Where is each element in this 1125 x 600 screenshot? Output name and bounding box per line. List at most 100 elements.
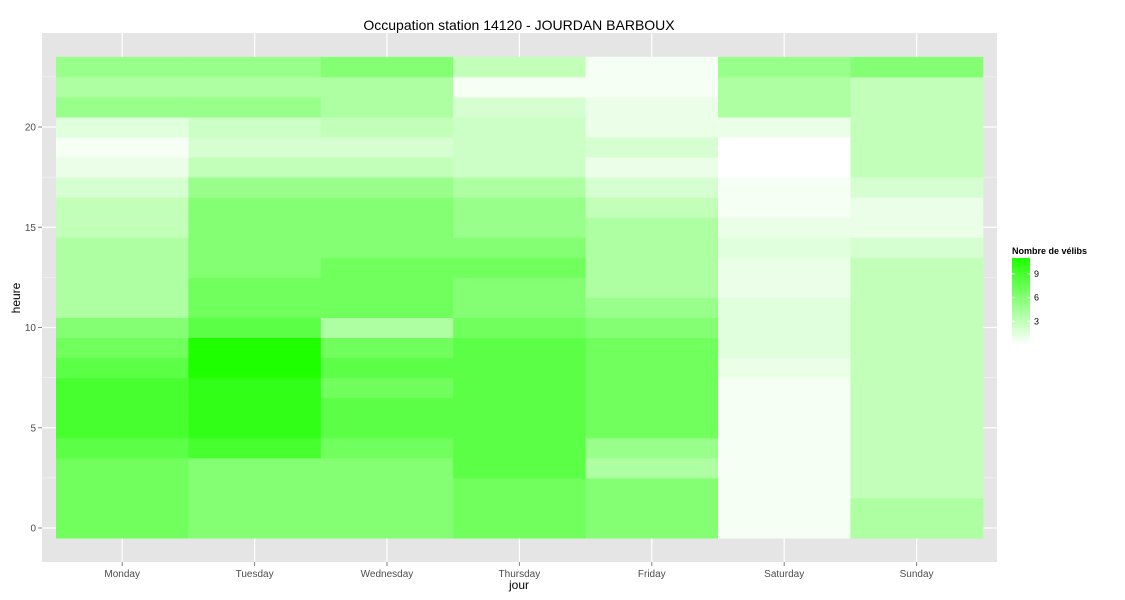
heatmap-cell <box>188 437 322 459</box>
heatmap-cell <box>718 237 851 258</box>
heatmap-cell <box>320 437 454 459</box>
heatmap-cell <box>188 357 322 379</box>
y-tick-label: 20 <box>25 123 37 134</box>
heatmap-cell <box>188 477 322 499</box>
heatmap-cell <box>718 377 851 399</box>
heatmap-cell <box>718 297 851 318</box>
heatmap-cell <box>188 277 322 298</box>
heatmap-cell <box>718 417 851 439</box>
chart-title: Occupation station 14120 - JOURDAN BARBO… <box>363 17 675 33</box>
heatmap-cell <box>320 477 454 499</box>
heatmap-cell <box>320 277 454 298</box>
heatmap-cell <box>453 517 587 539</box>
heatmap-cell <box>850 437 984 459</box>
heatmap-cell <box>585 157 719 178</box>
heatmap-cell <box>850 417 984 439</box>
heatmap-cell <box>320 357 454 379</box>
heatmap-cell <box>718 177 851 198</box>
heatmap-cell <box>585 497 719 519</box>
heatmap-cell <box>718 357 851 379</box>
heatmap-cell <box>718 397 851 419</box>
heatmap-cell <box>188 76 322 98</box>
heatmap-cell <box>585 417 719 439</box>
heatmap-cell <box>453 357 587 379</box>
heatmap-cell <box>56 157 189 178</box>
heatmap-cell <box>188 96 322 118</box>
heatmap-cell <box>850 377 984 399</box>
heatmap-cell <box>320 177 454 198</box>
heatmap-cell <box>453 76 587 98</box>
heatmap-cell <box>188 317 322 339</box>
heatmap-cell <box>320 317 454 339</box>
heatmap-cell <box>453 116 587 138</box>
x-tick-label: Thursday <box>499 569 541 580</box>
legend-tick-label: 6 <box>1034 293 1039 303</box>
x-tick-label: Monday <box>104 569 140 580</box>
heatmap-cell <box>718 457 851 479</box>
heatmap-cell <box>453 457 587 479</box>
heatmap-cell <box>585 56 719 78</box>
heatmap-cell <box>188 56 322 78</box>
heatmap-cell <box>585 337 719 359</box>
heatmap-cell <box>453 237 587 258</box>
heatmap-cell <box>56 357 189 379</box>
heatmap-cells <box>56 56 984 539</box>
heatmap-cell <box>453 137 587 158</box>
heatmap-cell <box>718 277 851 298</box>
heatmap-cell <box>718 56 851 78</box>
heatmap-cell <box>585 217 719 238</box>
heatmap-cell <box>188 177 322 198</box>
heatmap-cell <box>56 517 189 539</box>
y-tick-label: 0 <box>30 524 36 535</box>
heatmap-cell <box>56 177 189 198</box>
heatmap-cell <box>320 297 454 318</box>
heatmap-cell <box>453 297 587 318</box>
heatmap-cell <box>453 497 587 519</box>
heatmap-cell <box>56 437 189 459</box>
heatmap-cell <box>850 477 984 499</box>
legend-tick-label: 9 <box>1034 269 1039 279</box>
heatmap-cell <box>56 317 189 339</box>
heatmap-cell <box>320 397 454 419</box>
heatmap-cell <box>56 137 189 158</box>
heatmap-cell <box>453 417 587 439</box>
heatmap-cell <box>188 237 322 258</box>
heatmap-cell <box>718 197 851 218</box>
heatmap-cell <box>56 337 189 359</box>
heatmap-cell <box>320 217 454 238</box>
heatmap-cell <box>585 197 719 218</box>
heatmap-cell <box>320 517 454 539</box>
heatmap-cell <box>56 477 189 499</box>
heatmap-cell <box>718 137 851 158</box>
heatmap-cell <box>56 116 189 138</box>
heatmap-cell <box>850 96 984 118</box>
heatmap-cell <box>453 437 587 459</box>
heatmap-cell <box>56 76 189 98</box>
heatmap-cell <box>320 257 454 278</box>
heatmap-cell <box>320 137 454 158</box>
heatmap-cell <box>585 96 719 118</box>
heatmap-cell <box>850 177 984 198</box>
heatmap-cell <box>188 397 322 419</box>
heatmap-cell <box>188 157 322 178</box>
heatmap-cell <box>453 217 587 238</box>
heatmap-cell <box>718 217 851 238</box>
heatmap-cell <box>585 477 719 499</box>
heatmap-cell <box>718 157 851 178</box>
heatmap-cell <box>850 337 984 359</box>
heatmap-cell <box>453 377 587 399</box>
heatmap-cell <box>585 137 719 158</box>
heatmap-cell <box>718 317 851 339</box>
heatmap-cell <box>850 517 984 539</box>
x-tick-label: Wednesday <box>361 569 414 580</box>
heatmap-cell <box>320 337 454 359</box>
heatmap-cell <box>718 96 851 118</box>
heatmap-cell <box>850 56 984 78</box>
y-tick-label: 5 <box>30 423 36 434</box>
heatmap-cell <box>320 457 454 479</box>
heatmap-cell <box>453 397 587 419</box>
y-axis: 0 5 10 15 20 <box>25 123 42 535</box>
heatmap-cell <box>850 157 984 178</box>
heatmap-cell <box>56 217 189 238</box>
